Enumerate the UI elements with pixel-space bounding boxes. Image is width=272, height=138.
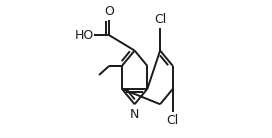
Text: O: O	[104, 5, 114, 18]
Text: Cl: Cl	[154, 13, 166, 26]
Text: N: N	[130, 108, 139, 121]
Text: HO: HO	[75, 29, 94, 42]
Text: Cl: Cl	[167, 114, 179, 127]
